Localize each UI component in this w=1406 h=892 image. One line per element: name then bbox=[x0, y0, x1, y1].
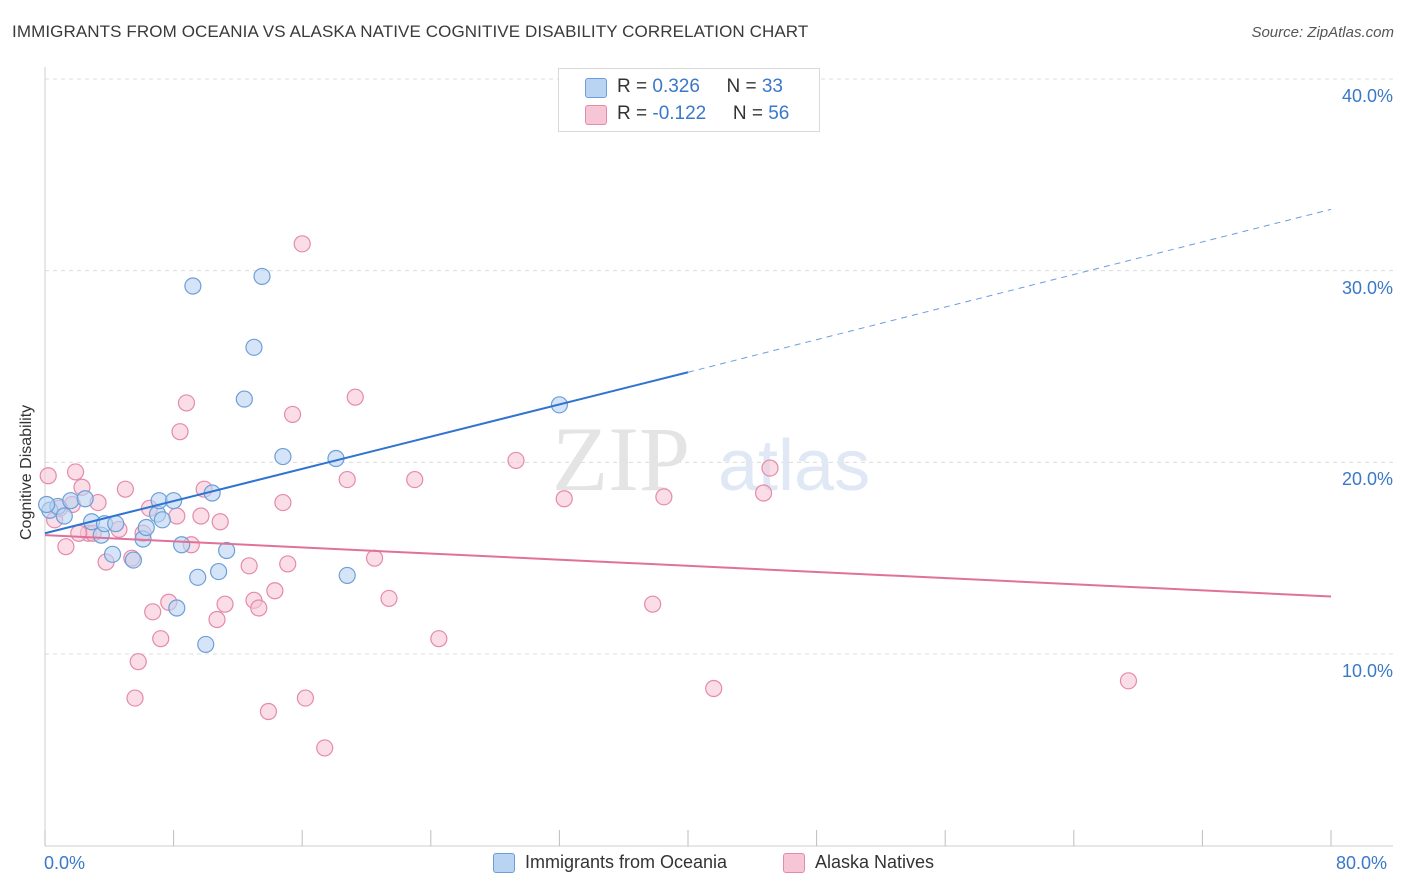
oceania-point bbox=[153, 511, 171, 529]
alaska-point bbox=[152, 630, 170, 648]
grid-lines bbox=[45, 78, 1393, 655]
alaska-point bbox=[144, 603, 162, 621]
alaska-point bbox=[266, 582, 284, 600]
alaska-point bbox=[216, 595, 234, 613]
alaska-point bbox=[57, 538, 75, 556]
oceania-legend-label: Immigrants from Oceania bbox=[525, 852, 728, 872]
alaska-point bbox=[116, 480, 134, 498]
y-tick-40: 40.0% bbox=[1341, 86, 1393, 106]
r-value: -0.122 bbox=[652, 103, 707, 124]
alaska-point bbox=[705, 679, 723, 698]
oceania-point bbox=[168, 599, 186, 617]
oceania-point bbox=[235, 390, 253, 408]
oceania-point bbox=[38, 495, 56, 514]
alaska-point bbox=[39, 467, 57, 485]
alaska-point bbox=[754, 484, 773, 502]
alaska-point bbox=[406, 470, 424, 489]
oceania-point bbox=[184, 277, 202, 295]
x-tick-max: 80.0% bbox=[1336, 853, 1388, 873]
alaska-point bbox=[250, 599, 268, 617]
oceania-swatch bbox=[585, 78, 607, 98]
oceania-trend-line bbox=[44, 371, 689, 535]
oceania-point bbox=[124, 551, 143, 569]
alaska-legend-label: Alaska Natives bbox=[815, 852, 935, 872]
alaska-point bbox=[208, 610, 226, 629]
alaska-point bbox=[761, 459, 779, 477]
oceania-point bbox=[197, 635, 215, 654]
y-tick-20: 20.0% bbox=[1341, 469, 1393, 489]
alaska-point bbox=[338, 470, 356, 489]
y-tick-30: 30.0% bbox=[1341, 278, 1393, 298]
trend-lines bbox=[44, 208, 1332, 598]
n-label: N = bbox=[732, 103, 769, 124]
watermark-atlas: atlas bbox=[718, 426, 870, 506]
oceania-point bbox=[245, 338, 263, 356]
oceania-point bbox=[173, 536, 191, 554]
oceania-point bbox=[253, 267, 271, 286]
alaska-swatch bbox=[585, 105, 607, 125]
alaska-point bbox=[70, 524, 88, 542]
oceania-point bbox=[55, 507, 73, 525]
oceania-point bbox=[189, 568, 207, 586]
alaska-point bbox=[316, 739, 334, 757]
axes bbox=[44, 67, 1393, 847]
oceania-point bbox=[137, 518, 155, 537]
oceania-point bbox=[210, 562, 228, 581]
alaska-point bbox=[279, 555, 297, 573]
alaska-point bbox=[129, 653, 147, 671]
alaska-point bbox=[240, 557, 258, 575]
alaska-point bbox=[192, 507, 210, 525]
y-tick-10: 10.0% bbox=[1341, 661, 1393, 681]
y-axis-label: Cognitive Disability bbox=[18, 404, 35, 540]
watermark: ZIP atlas bbox=[552, 408, 870, 510]
alaska-legend-swatch bbox=[783, 853, 805, 873]
oceania-point bbox=[107, 515, 125, 533]
alaska-point bbox=[259, 702, 278, 721]
alaska-point bbox=[507, 451, 525, 470]
alaska-point bbox=[380, 589, 398, 608]
x-tick-min: 0.0% bbox=[44, 853, 86, 873]
alaska-point bbox=[430, 630, 448, 648]
alaska-point bbox=[211, 513, 229, 531]
n-value: 33 bbox=[761, 76, 783, 97]
r-label: R = bbox=[617, 76, 653, 97]
oceania-point bbox=[274, 447, 292, 466]
chart-title: IMMIGRANTS FROM OCEANIA VS ALASKA NATIVE… bbox=[12, 22, 809, 41]
stats-legend: R = 0.326 N = 33 R = -0.122 N = 56 bbox=[558, 68, 820, 132]
r-value: 0.326 bbox=[652, 76, 700, 97]
alaska-point bbox=[555, 490, 573, 508]
alaska-point bbox=[274, 493, 292, 512]
n-label: N = bbox=[726, 76, 762, 97]
alaska-point bbox=[346, 388, 364, 406]
oceania-point bbox=[218, 541, 236, 560]
alaska-point bbox=[296, 689, 315, 707]
alaska-point bbox=[293, 235, 311, 253]
oceania-points bbox=[38, 267, 569, 654]
alaska-point bbox=[655, 488, 673, 506]
alaska-point bbox=[644, 595, 662, 613]
alaska-natives-points bbox=[39, 235, 1138, 757]
alaska-trend-line bbox=[44, 534, 1332, 598]
oceania-trend-extension bbox=[687, 208, 1332, 373]
alaska-point bbox=[1119, 672, 1138, 690]
r-label: R = bbox=[617, 103, 653, 124]
n-value: 56 bbox=[768, 103, 790, 124]
alaska-point bbox=[168, 507, 186, 525]
alaska-point bbox=[283, 405, 302, 424]
alaska-point bbox=[177, 394, 196, 412]
oceania-legend-swatch bbox=[493, 853, 515, 873]
alaska-point bbox=[126, 689, 144, 707]
alaska-point bbox=[171, 423, 189, 441]
alaska-point bbox=[365, 549, 384, 567]
source-label: Source: ZipAtlas.com bbox=[1251, 24, 1394, 41]
oceania-point bbox=[338, 566, 356, 585]
oceania-point bbox=[103, 545, 122, 563]
oceania-point bbox=[76, 490, 94, 508]
oceania-point bbox=[62, 492, 80, 510]
alaska-point bbox=[66, 463, 85, 481]
